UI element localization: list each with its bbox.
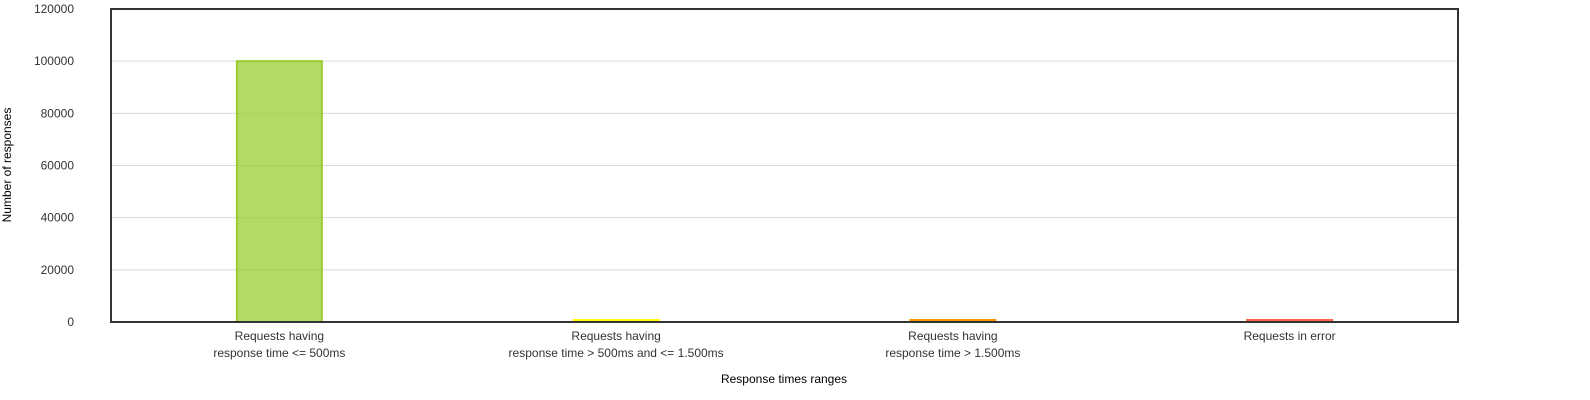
x-category-label: response time > 1.500ms (885, 346, 1020, 360)
y-tick-label: 0 (67, 315, 74, 329)
bar[interactable] (235, 60, 323, 324)
x-category-label: Requests having (908, 329, 997, 343)
y-axis-title: Number of responses (0, 108, 14, 223)
y-tick-label: 60000 (41, 159, 75, 173)
x-category-label: Requests in error (1244, 329, 1336, 343)
x-axis-categories: Requests having response time <= 500ms Req… (213, 329, 1335, 360)
x-axis-title: Response times ranges (721, 372, 847, 386)
bars (235, 60, 1334, 324)
y-axis-ticks: 0 20000 40000 60000 80000 100000 120000 (34, 2, 74, 329)
y-tick-label: 80000 (41, 106, 75, 120)
x-category-label: Requests having (235, 329, 324, 343)
y-tick-label: 40000 (41, 211, 75, 225)
y-tick-label: 100000 (34, 54, 74, 68)
x-category-label: response time <= 500ms (213, 346, 345, 360)
x-category-label: response time > 500ms and <= 1.500ms (509, 346, 724, 360)
grid-lines (111, 60, 1458, 271)
plot-frame (110, 8, 1459, 323)
y-tick-label: 20000 (41, 263, 75, 277)
y-tick-label: 120000 (34, 2, 74, 16)
x-category-label: Requests having (571, 329, 660, 343)
